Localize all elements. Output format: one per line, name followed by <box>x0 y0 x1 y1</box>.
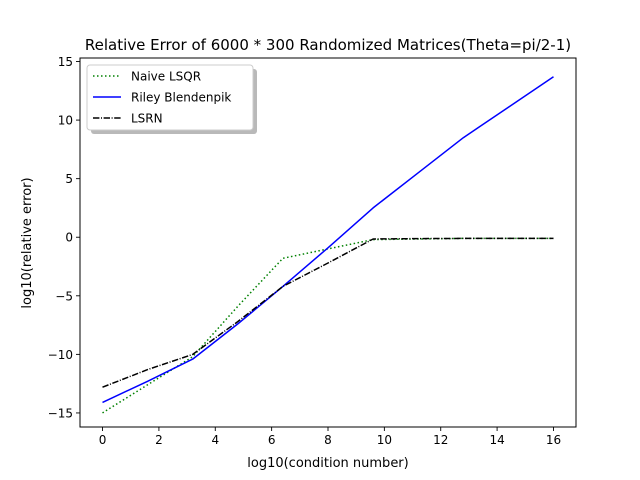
x-tick-label: 10 <box>377 433 392 447</box>
x-axis-ticks: 0 2 4 6 8 10 12 14 16 <box>99 427 561 447</box>
legend: Naive LSQR Riley Blendenpik LSRN <box>86 64 257 134</box>
series-line-riley-blendenpik <box>102 76 554 404</box>
legend-label: Riley Blendenpik <box>131 91 231 105</box>
y-axis-ticks: −15 −10 −5 0 5 10 15 <box>48 55 80 420</box>
y-tick-label: 10 <box>58 114 73 128</box>
y-tick-label: −10 <box>48 348 73 362</box>
y-tick-label: 15 <box>58 55 73 69</box>
legend-label: Naive LSQR <box>131 70 201 84</box>
legend-label: LSRN <box>131 112 163 126</box>
y-tick-label: −5 <box>55 289 73 303</box>
chart-title: Relative Error of 6000 * 300 Randomized … <box>85 36 571 54</box>
y-axis-label: log10(relative error) <box>20 177 35 308</box>
x-tick-label: 16 <box>546 433 561 447</box>
legend-entries: Naive LSQR Riley Blendenpik LSRN <box>93 70 231 126</box>
y-tick-label: 0 <box>65 231 73 245</box>
x-tick-label: 8 <box>324 433 332 447</box>
legend-box <box>86 64 254 131</box>
x-tick-label: 4 <box>211 433 219 447</box>
x-tick-label: 0 <box>99 433 107 447</box>
y-tick-label: 5 <box>65 172 73 186</box>
y-tick-label: −15 <box>48 406 73 420</box>
x-tick-label: 2 <box>155 433 163 447</box>
x-tick-label: 6 <box>268 433 276 447</box>
series-layer <box>102 76 554 414</box>
series-line-lsrn <box>102 237 554 388</box>
plot-area <box>79 57 577 428</box>
x-tick-label: 14 <box>489 433 504 447</box>
x-axis-label: log10(condition number) <box>247 456 408 471</box>
x-tick-label: 12 <box>433 433 448 447</box>
